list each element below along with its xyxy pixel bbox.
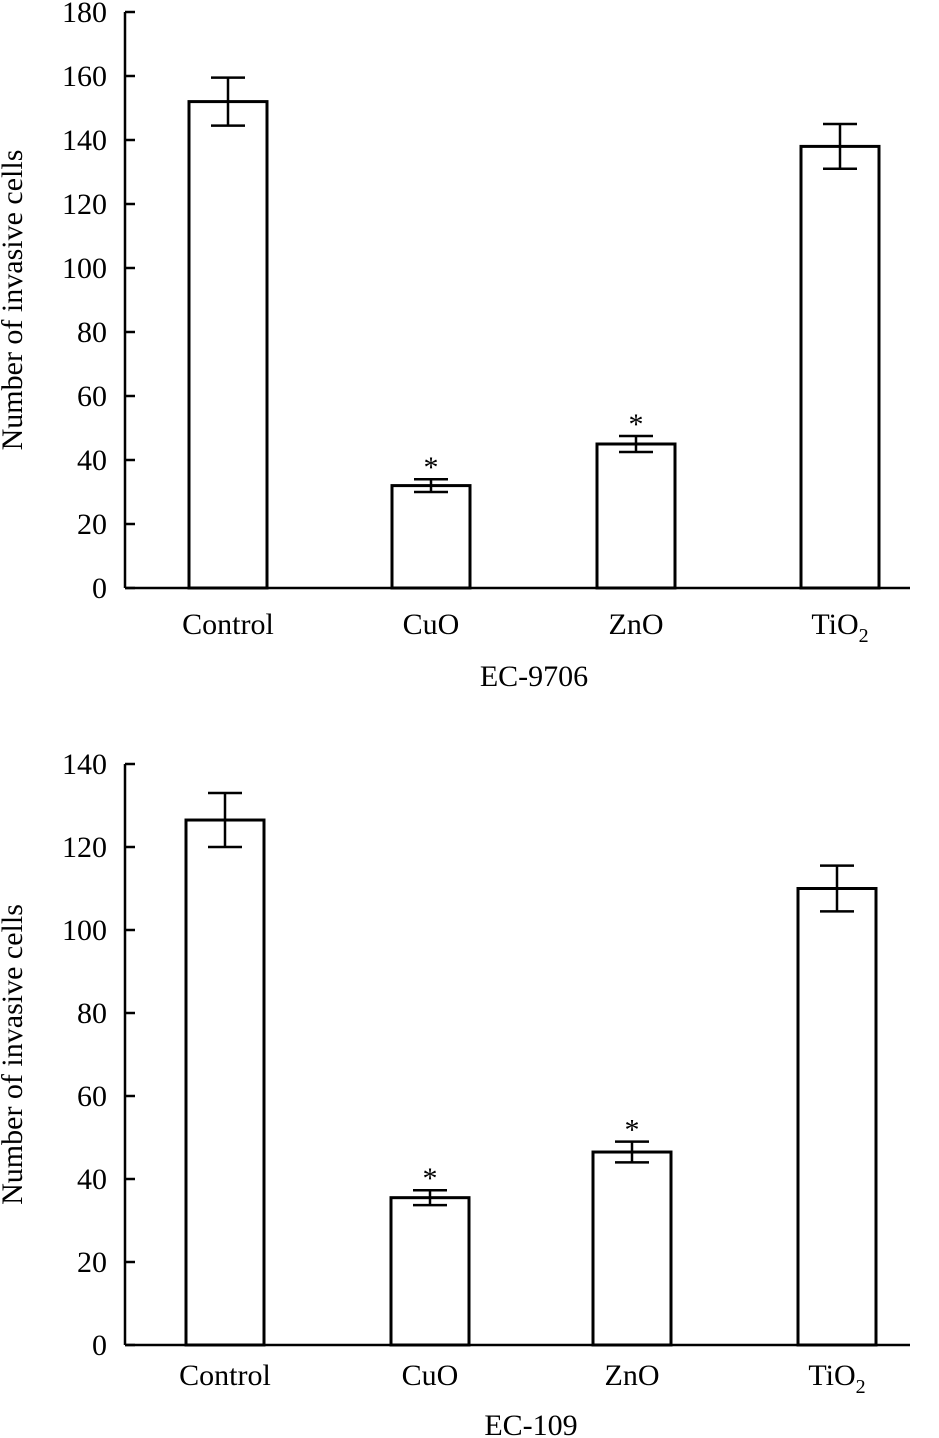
y-tick-label: 80: [77, 316, 107, 349]
significance-marker: *: [629, 408, 644, 441]
bar-zno: [595, 442, 677, 590]
category-label: CuO: [402, 1359, 459, 1392]
error-bar-zno: [615, 1140, 649, 1164]
y-tick-label: 20: [77, 508, 107, 541]
error-bar-cuo: [414, 477, 448, 494]
y-tick-label: 0: [92, 572, 107, 605]
category-label: CuO: [403, 608, 460, 641]
bar-zno: [591, 1150, 673, 1347]
y-axis-title: Number of invasive cells: [0, 150, 29, 451]
x-axis-title: EC-9706: [480, 660, 588, 693]
y-tick-label: 40: [77, 444, 107, 477]
bar-tio2: [799, 144, 881, 590]
invasion-chart-ec9706: 0 20 40 60 80 100 120 140 160 180 Number of invasi…: [0, 0, 910, 693]
y-tick-label: 60: [77, 1080, 107, 1113]
category-label: Control: [182, 608, 274, 641]
y-tick-label: 140: [62, 748, 107, 781]
significance-marker: *: [424, 451, 439, 484]
error-bar-tio2: [820, 864, 854, 913]
y-tick-label: 120: [62, 188, 107, 221]
error-bar-control: [208, 791, 242, 849]
category-label: TiO2: [811, 608, 868, 647]
y-tick-label: 120: [62, 831, 107, 864]
category-label: Control: [179, 1359, 271, 1392]
y-axis-title: Number of invasive cells: [0, 904, 29, 1205]
category-label: ZnO: [605, 1359, 660, 1392]
x-axis-title: EC-109: [484, 1409, 577, 1438]
significance-marker: *: [625, 1114, 640, 1147]
bar-control: [184, 818, 266, 1347]
error-bar-tio2: [823, 122, 857, 171]
bar-cuo: [390, 484, 472, 590]
bar-control: [187, 100, 269, 590]
y-tick-label: 180: [62, 0, 107, 29]
bar-tio2: [796, 887, 878, 1347]
error-bar-cuo: [413, 1188, 447, 1207]
y-tick-label: 20: [77, 1246, 107, 1279]
error-bar-zno: [619, 434, 653, 454]
bar-cuo: [389, 1196, 471, 1347]
category-label: TiO2: [808, 1359, 865, 1398]
y-tick-label: 40: [77, 1163, 107, 1196]
y-tick-label: 140: [62, 124, 107, 157]
y-tick-label: 0: [92, 1329, 107, 1362]
y-tick-label: 80: [77, 997, 107, 1030]
category-label: ZnO: [609, 608, 664, 641]
y-tick-label: 60: [77, 380, 107, 413]
y-tick-label: 160: [62, 60, 107, 93]
invasion-chart-ec109: 0 20 40 60 80 100 120 140 Number of invasive cel…: [0, 748, 910, 1438]
significance-marker: *: [423, 1162, 438, 1195]
error-bar-control: [211, 76, 245, 127]
y-tick-label: 100: [62, 914, 107, 947]
y-tick-label: 100: [62, 252, 107, 285]
